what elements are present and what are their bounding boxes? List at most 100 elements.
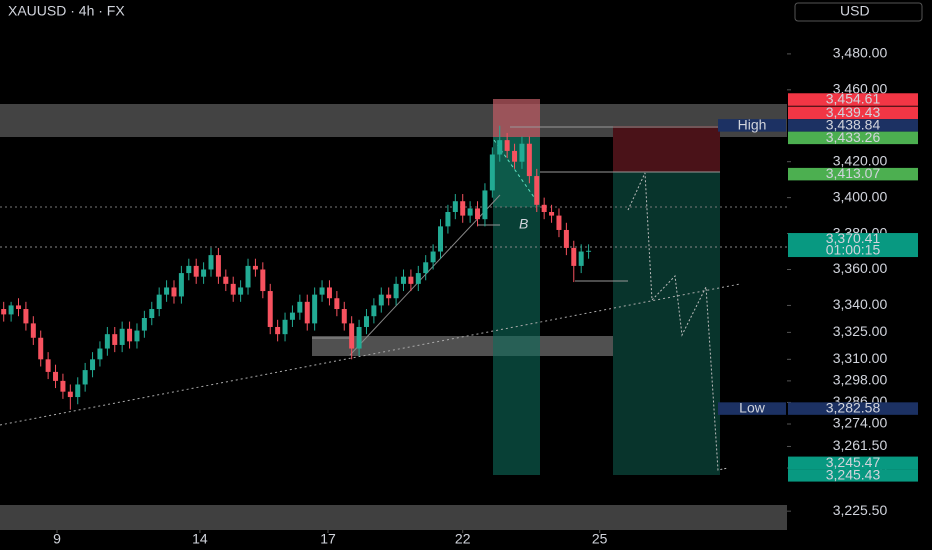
chart-title: XAUUSD · 4h · FX (8, 3, 125, 19)
price-label: 3,370.41 (826, 230, 881, 246)
candle-body (319, 287, 325, 295)
candle-body (208, 255, 214, 270)
candle-body (201, 269, 207, 277)
candle-body (127, 328, 133, 342)
y-tick-label: 3,261.50 (833, 437, 888, 453)
candle-body (423, 262, 429, 274)
price-axis: 3,480.003,460.003,420.003,400.003,380.00… (53, 45, 918, 547)
candle-body (178, 273, 184, 297)
price-label: 3,413.07 (826, 165, 881, 181)
price-label-box (788, 469, 918, 482)
tag-label: High (738, 116, 767, 132)
candle-body (482, 190, 488, 220)
candle-body (238, 287, 244, 295)
candle-body (386, 294, 392, 299)
candle-body (252, 265, 258, 270)
projection-path (627, 172, 729, 471)
y-tick-label: 3,400.00 (833, 188, 888, 204)
y-tick-label: 3,420.00 (833, 152, 888, 168)
candle-body (408, 276, 414, 284)
candle-body (556, 215, 562, 230)
candle-body (304, 301, 310, 324)
y-tick-label: 3,325.00 (833, 323, 888, 339)
price-label-box (788, 119, 918, 132)
y-tick-label: 3,310.00 (833, 350, 888, 366)
price-label: 3,433.26 (826, 129, 881, 145)
candle-body (45, 359, 51, 372)
x-tick-label: 25 (592, 531, 608, 547)
price-label-box (788, 167, 918, 181)
candle-body (8, 305, 14, 315)
y-tick-label: 3,298.00 (833, 372, 888, 388)
y-tick-label: 3,360.00 (833, 260, 888, 276)
candle-body (504, 140, 510, 151)
candle-body (363, 316, 369, 327)
candle-body (326, 287, 332, 299)
y-tick-label: 3,274.00 (833, 415, 888, 431)
countdown: 01:00:15 (826, 242, 881, 258)
y-tick-label: 3,340.00 (833, 296, 888, 312)
x-tick-label: 9 (53, 531, 61, 547)
candle-body (97, 348, 103, 360)
tag-box (718, 119, 786, 132)
stop-zone (613, 126, 720, 172)
candle-body (230, 283, 236, 295)
candle-body (571, 247, 577, 266)
candle-body (452, 201, 458, 212)
stop-zone (493, 99, 540, 137)
trend-line (349, 194, 501, 356)
candle-body (53, 371, 59, 381)
candle-body (334, 298, 340, 310)
candle-body (356, 326, 362, 349)
candle-body (341, 309, 347, 324)
candle-body (519, 143, 525, 162)
candle-body (512, 150, 518, 162)
currency-button[interactable] (794, 2, 923, 22)
candle-body (193, 265, 199, 277)
candle-body (497, 140, 503, 155)
candle-body (275, 326, 281, 335)
price-label-box (788, 131, 918, 145)
annotation: B (519, 216, 528, 232)
candle-body (119, 328, 125, 345)
candle-body (534, 176, 540, 205)
candle-body (260, 269, 266, 292)
x-tick-label: 14 (192, 531, 208, 547)
candle-body (171, 287, 177, 297)
candle-body (134, 330, 140, 342)
candle-body (400, 276, 406, 284)
candle-body (549, 212, 555, 216)
candle-body (186, 265, 192, 274)
candle-body (415, 273, 421, 284)
candle-body (578, 251, 584, 266)
candle-body (16, 305, 22, 310)
y-tick-label: 3,225.50 (833, 502, 888, 518)
candle-body (104, 334, 110, 349)
price-label: 3,245.43 (826, 466, 881, 482)
tag-box (718, 402, 786, 415)
target-zone (613, 172, 720, 475)
candle-body (312, 294, 318, 324)
candle-body (460, 201, 466, 216)
candle-body (489, 154, 495, 191)
currency-label: USD (840, 3, 870, 19)
candle-body (141, 318, 147, 331)
tag-label: Low (739, 400, 766, 416)
price-label: 3,245.47 (826, 454, 881, 470)
candle-body (563, 229, 569, 248)
price-label: 3,438.84 (826, 116, 881, 132)
x-tick-label: 22 (455, 531, 471, 547)
candle-body (541, 204, 547, 212)
candle-body (267, 291, 273, 327)
candle-body (164, 287, 170, 295)
y-tick-label: 3,460.00 (833, 81, 888, 97)
candle-body (245, 265, 251, 288)
candle-body (393, 283, 399, 299)
candle-body (223, 276, 229, 284)
price-label-box (788, 456, 918, 470)
candle-body (156, 294, 162, 310)
candle-body (112, 334, 118, 345)
candle-body (82, 370, 88, 385)
candle-body (467, 208, 473, 216)
